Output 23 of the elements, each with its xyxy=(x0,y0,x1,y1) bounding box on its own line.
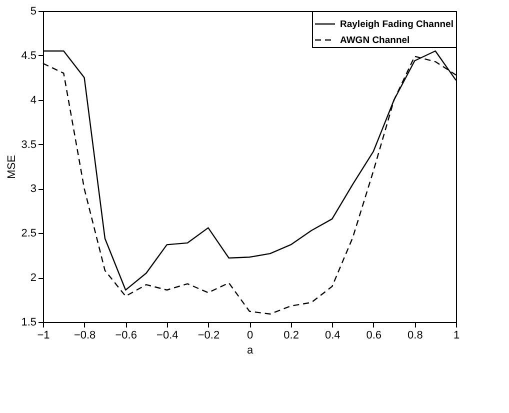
x-tick-label: 0.2 xyxy=(284,330,299,342)
x-tick-label: −0.6 xyxy=(115,330,137,342)
y-tick-label: 5 xyxy=(30,6,36,18)
y-tick-label: 2.5 xyxy=(21,228,36,240)
x-tick-label: −0.8 xyxy=(74,330,96,342)
x-tick-label: 0 xyxy=(246,330,254,342)
legend-label: AWGN Channel xyxy=(340,35,410,46)
x-tick-label: −0.2 xyxy=(198,330,220,342)
y-tick-label: 3.5 xyxy=(21,138,36,151)
x-tick-label: 0.6 xyxy=(366,330,382,342)
y-tick-label: 1.5 xyxy=(21,316,36,328)
x-tick-label: −0.4 xyxy=(156,330,178,342)
x-axis-title: a xyxy=(246,344,254,356)
x-tick-label: 0.4 xyxy=(324,330,340,342)
x-tick-label: 1 xyxy=(453,330,460,342)
y-tick-label: 2 xyxy=(30,272,36,284)
x-tick-label: −1 xyxy=(37,330,50,342)
legend-label: Rayleigh Fading Channel xyxy=(340,19,454,30)
y-axis-title: MSE xyxy=(6,155,18,179)
x-tick-label: 0.8 xyxy=(408,330,423,342)
y-tick-label: 4.5 xyxy=(21,50,36,62)
y-tick-label: 4 xyxy=(30,94,36,106)
y-tick-label: 3 xyxy=(30,183,36,196)
